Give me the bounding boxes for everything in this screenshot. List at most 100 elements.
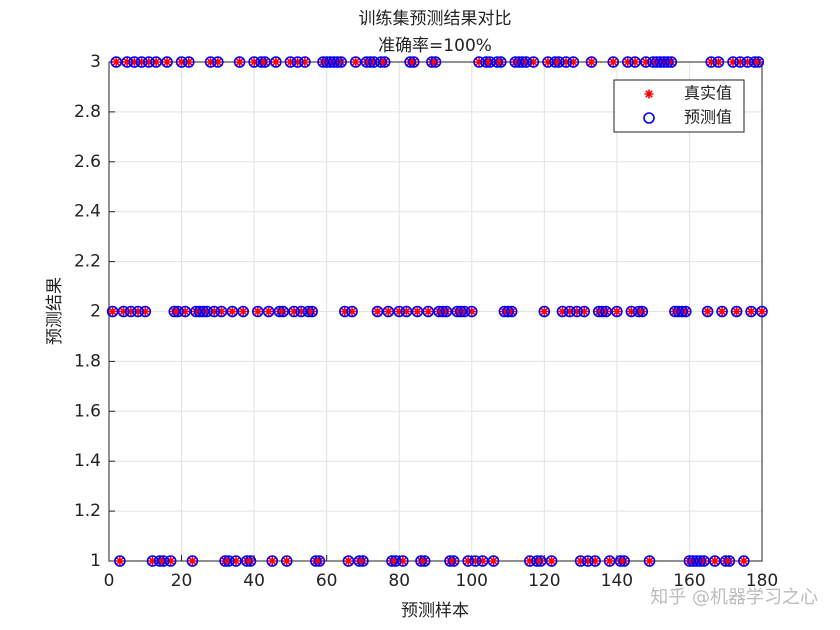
data-point	[496, 57, 506, 67]
data-point	[757, 307, 767, 316]
data-point	[513, 56, 525, 68]
data-point	[592, 305, 605, 318]
data-point	[378, 56, 391, 68]
data-point	[683, 555, 696, 567]
watermark: 知乎 @机器学习之心	[650, 587, 818, 608]
data-point	[342, 555, 355, 567]
data-point	[144, 57, 154, 67]
data-point	[251, 305, 264, 318]
data-point	[654, 56, 667, 68]
data-point	[139, 305, 152, 318]
data-point	[119, 307, 129, 316]
data-point	[572, 307, 582, 316]
data-point	[528, 57, 538, 67]
data-point	[353, 555, 366, 567]
data-point	[291, 56, 304, 68]
data-point	[253, 307, 263, 316]
data-point	[665, 56, 678, 68]
data-point	[734, 56, 747, 68]
data-point	[115, 556, 125, 566]
data-point	[184, 57, 194, 67]
data-point	[630, 57, 640, 67]
data-point	[520, 56, 532, 68]
data-point	[235, 57, 245, 67]
data-point	[412, 307, 422, 316]
data-point	[369, 57, 379, 67]
data-point	[248, 56, 260, 68]
legend-marker	[643, 112, 655, 124]
data-point	[222, 555, 235, 567]
data-point	[122, 57, 132, 67]
y-tick-label: 2.8	[74, 102, 101, 122]
data-point	[487, 555, 500, 567]
data-point	[151, 57, 161, 67]
y-tick-label: 1.4	[74, 451, 101, 471]
data-point	[465, 305, 478, 318]
data-point	[730, 305, 743, 318]
data-point	[126, 307, 136, 316]
data-point	[186, 555, 199, 567]
data-point	[641, 57, 651, 67]
data-point	[469, 555, 482, 567]
x-tick-label: 40	[243, 571, 265, 591]
data-point	[746, 307, 756, 316]
data-point	[173, 307, 183, 316]
data-point	[106, 305, 119, 318]
data-point	[712, 56, 725, 68]
data-point	[368, 56, 380, 68]
data-point	[690, 555, 703, 567]
data-point	[179, 305, 191, 318]
data-point	[681, 307, 691, 316]
data-point	[509, 56, 522, 68]
data-point	[389, 555, 402, 567]
data-point	[571, 305, 583, 318]
data-point	[563, 305, 576, 318]
data-point	[531, 555, 543, 567]
data-point	[237, 305, 250, 318]
data-point	[313, 555, 326, 567]
data-point	[230, 555, 242, 567]
data-point	[190, 305, 202, 318]
data-point	[625, 305, 638, 318]
x-tick-label: 180	[746, 571, 778, 591]
data-point	[717, 307, 727, 316]
data-point	[418, 555, 431, 567]
data-point	[146, 555, 159, 567]
data-point	[245, 556, 255, 566]
data-point	[745, 305, 757, 318]
data-point	[473, 56, 485, 68]
data-point	[480, 56, 493, 68]
data-point	[212, 56, 224, 68]
data-point	[364, 56, 377, 68]
data-point	[266, 555, 279, 567]
data-point	[554, 57, 564, 67]
y-axis-label: 预测结果	[45, 277, 65, 345]
data-point	[422, 305, 435, 318]
data-point	[545, 555, 558, 567]
data-point	[608, 57, 618, 67]
data-point	[516, 56, 529, 68]
data-point	[436, 305, 449, 318]
data-point	[262, 305, 275, 318]
data-point	[460, 307, 470, 316]
data-point	[444, 555, 456, 567]
data-point	[607, 56, 620, 68]
data-point	[498, 305, 511, 318]
data-point	[485, 57, 495, 67]
data-point	[306, 305, 318, 318]
data-point	[502, 305, 514, 318]
data-point	[586, 57, 596, 67]
data-point	[162, 57, 172, 67]
data-point	[204, 56, 217, 68]
data-point	[314, 556, 324, 566]
data-point	[629, 56, 641, 68]
data-point	[756, 305, 768, 318]
data-point	[409, 57, 419, 67]
data-point	[282, 556, 292, 566]
data-point	[576, 556, 586, 566]
x-tick-label: 160	[673, 571, 705, 591]
data-point	[339, 305, 351, 318]
data-point	[398, 556, 408, 566]
data-point	[687, 555, 699, 567]
